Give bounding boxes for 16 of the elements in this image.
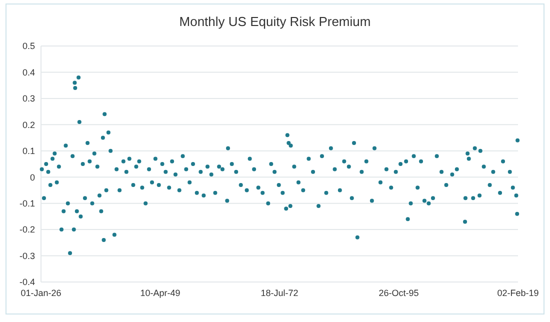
y-tick-label: -0.4 bbox=[19, 277, 35, 288]
y-tick-label: -0.3 bbox=[19, 250, 35, 261]
y-tick-label: 0.3 bbox=[22, 94, 35, 104]
y-tick-label: 0.4 bbox=[22, 67, 35, 78]
chart-title: Monthly US Equity Risk Premium bbox=[179, 14, 371, 29]
y-tick-label: 0.2 bbox=[22, 120, 35, 130]
x-tick-label: 26-Oct-95 bbox=[378, 288, 419, 298]
x-tick-label: 02-Feb-19 bbox=[497, 288, 539, 298]
x-tick-label: 18-Jul-72 bbox=[260, 288, 298, 298]
x-tick-label: 01-Jan-26 bbox=[20, 288, 62, 298]
y-tick-label: -0.1 bbox=[19, 198, 35, 208]
y-tick-label: 0.1 bbox=[22, 146, 35, 156]
y-tick-label: -0.2 bbox=[19, 224, 35, 235]
x-tick-label: 10-Apr-49 bbox=[140, 288, 180, 298]
y-tick-label: 0 bbox=[30, 172, 35, 182]
y-tick-label: 0.5 bbox=[22, 41, 35, 52]
